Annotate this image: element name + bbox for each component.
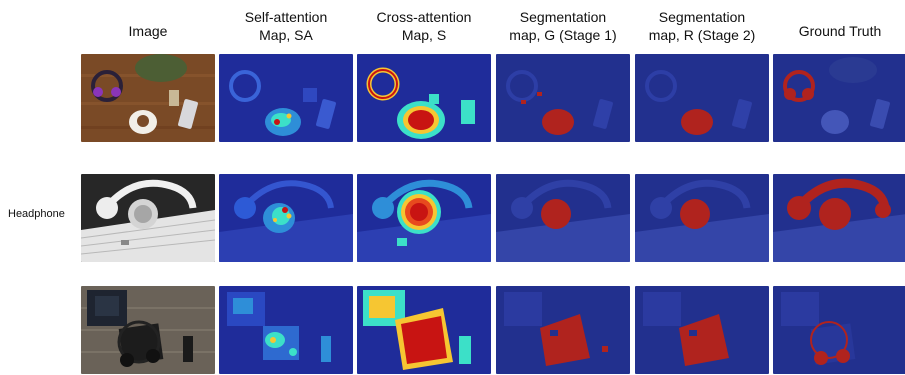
row1-cross-attention-map xyxy=(357,54,491,142)
row2-self-attention-map xyxy=(219,174,353,262)
row3-self-attention-map xyxy=(219,286,353,374)
row1-self-attention-map xyxy=(219,54,353,142)
column-header-self-attention: Self-attention Map, SA xyxy=(244,9,328,43)
row2-cross-attention-map xyxy=(357,174,491,262)
row3-segmentation-stage1 xyxy=(496,286,630,374)
row3-image xyxy=(81,286,215,374)
column-header-ground-truth: Ground Truth xyxy=(798,23,882,39)
column-header-segmentation-stage1: Segmentation map, G (Stage 1) xyxy=(509,9,617,43)
row1-ground-truth xyxy=(773,54,905,142)
row1-segmentation-stage1 xyxy=(496,54,630,142)
row2-image xyxy=(81,174,215,262)
row1-segmentation-stage2 xyxy=(635,54,769,142)
row-label-headphone: Headphone xyxy=(8,208,65,220)
row2-segmentation-stage1 xyxy=(496,174,630,262)
row3-cross-attention-map xyxy=(357,286,491,374)
row3-ground-truth xyxy=(773,286,905,374)
row1-image xyxy=(81,54,215,142)
column-header-segmentation-stage2: Segmentation map, R (Stage 2) xyxy=(648,9,756,43)
row3-segmentation-stage2 xyxy=(635,286,769,374)
row2-segmentation-stage2 xyxy=(635,174,769,262)
row2-ground-truth xyxy=(773,174,905,262)
column-header-image: Image xyxy=(128,23,168,39)
column-header-cross-attention: Cross-attention Map, S xyxy=(376,9,472,43)
